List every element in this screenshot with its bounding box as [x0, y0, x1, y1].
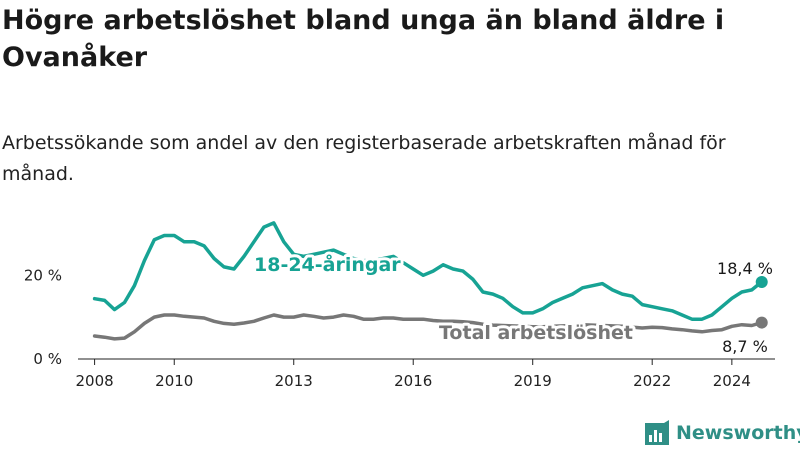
youth-series-label: 18-24-åringar	[254, 252, 401, 276]
newsworthy-logo[interactable]: Newsworthy	[644, 418, 800, 448]
total-series-line	[92, 313, 764, 341]
series-lines	[92, 221, 768, 341]
newsworthy-logo-text: Newsworthy	[676, 422, 800, 444]
x-tick-label: 2013	[275, 372, 313, 390]
y-tick-label: 0 %	[33, 350, 62, 368]
x-tick-label: 2016	[394, 372, 432, 390]
total-end-point	[755, 316, 768, 329]
x-tick-label: 2019	[514, 372, 552, 390]
axes: 0 % 20 % 2008 2010 2013 2016 2019 2022 2024	[24, 266, 775, 390]
x-tick-label: 2022	[633, 372, 671, 390]
youth-series-line	[92, 221, 764, 321]
x-tick-label: 2008	[76, 372, 114, 390]
youth-end-point	[755, 275, 768, 288]
y-tick-label: 20 %	[24, 266, 62, 284]
series-labels: 18-24-åringar Total arbetslöshet 18,4 % 8,7…	[251, 249, 775, 358]
chart-title: Högre arbetslöshet bland unga än bland ä…	[2, 5, 725, 73]
total-end-value-label: 8,7 %	[722, 337, 768, 356]
x-tick-label: 2024	[713, 372, 751, 390]
x-tick-label: 2010	[155, 372, 193, 390]
newsworthy-logo-icon	[645, 420, 669, 445]
youth-end-value-label: 18,4 %	[717, 259, 773, 278]
total-series-label: Total arbetslöshet	[439, 322, 633, 344]
chart-subtitle: Arbetssökande som andel av den registerb…	[2, 132, 726, 185]
